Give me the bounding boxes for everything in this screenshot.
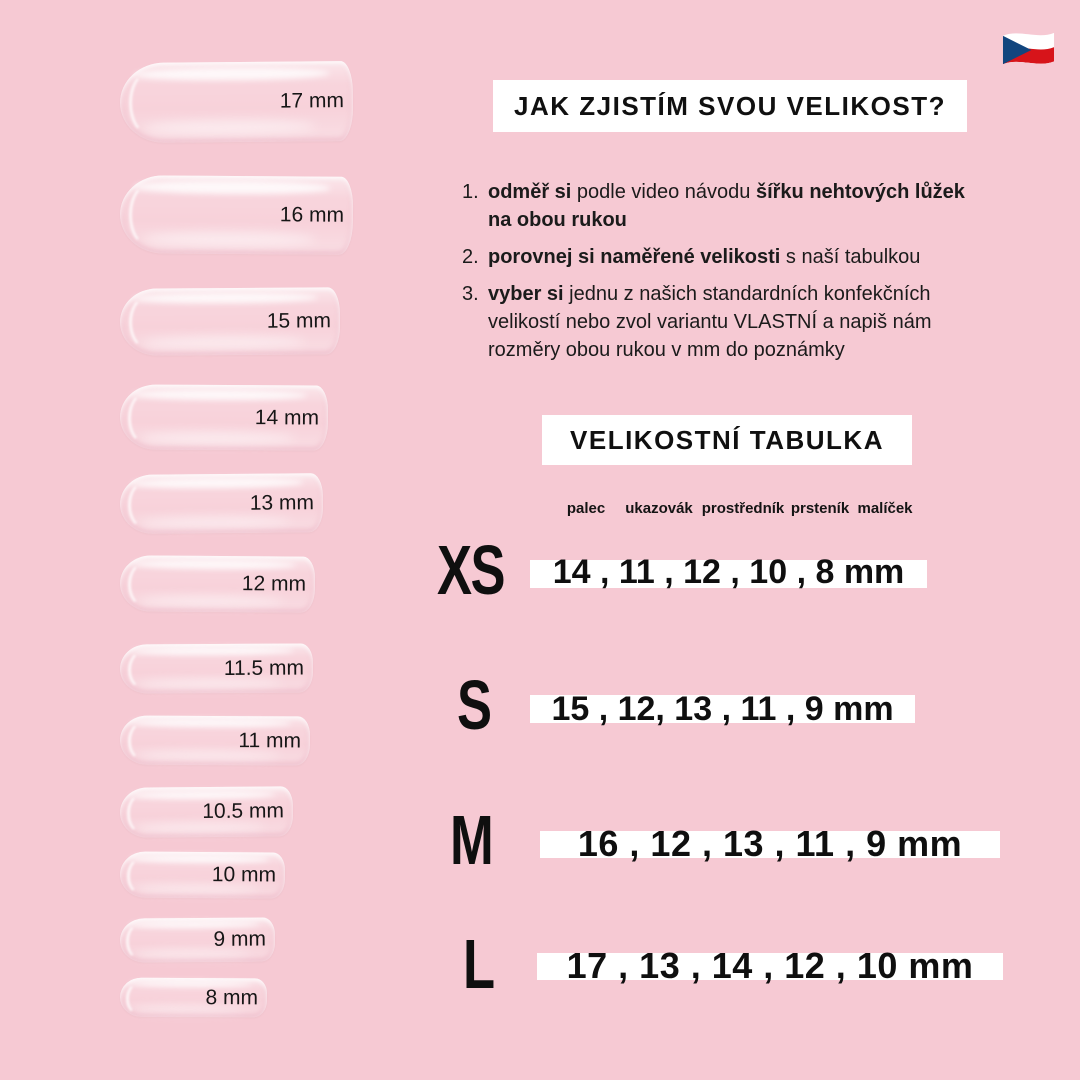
czech-flag-icon (1002, 32, 1055, 65)
nail-tip: 16 mm (119, 175, 354, 255)
how-to-title-band: JAK ZJISTÍM SVOU VELIKOST? (493, 80, 967, 132)
nail-edge-curve (127, 650, 160, 690)
nail-highlight (132, 292, 318, 305)
step-text-regular: podle video návodu (571, 181, 756, 203)
nail-edge-curve (126, 793, 157, 834)
how-to-step: 2. porovnej si naměřené velikosti s naší … (462, 243, 965, 271)
size-row-values: 17 , 13 , 14 , 12 , 10 mm (566, 945, 974, 986)
nail-size-label: 15 mm (266, 308, 332, 333)
step-text-bold: porovnej si naměřené velikosti (488, 246, 781, 268)
size-row-label: XS (437, 531, 506, 609)
nail-edge-curve (127, 481, 162, 529)
size-row-values: 15 , 12, 13 , 11 , 9 mm (551, 690, 894, 728)
nail-tip: 10.5 mm (119, 786, 294, 838)
size-table-title-band: VELIKOSTNÍ TABULKA (542, 415, 912, 465)
nail-tip: 12 mm (119, 555, 316, 613)
size-row-label: M (450, 801, 494, 879)
nail-size-label: 11 mm (238, 728, 302, 752)
nail-highlight (133, 66, 330, 82)
step-text: odměř si podle video návodu šířku nehtov… (488, 178, 965, 234)
nail-highlight (143, 118, 317, 135)
size-row-label: L (463, 925, 495, 1003)
size-row-values: 14 , 11 , 12 , 10 , 8 mm (552, 553, 905, 591)
nail-tip: 10 mm (119, 851, 286, 899)
nail-size-label: 11.5 mm (223, 656, 305, 680)
nail-highlight (132, 389, 308, 401)
nail-highlight (130, 789, 276, 800)
nail-edge-curve (127, 562, 161, 607)
step-text-regular: s naší tabulkou (780, 246, 921, 268)
nail-size-label: 16 mm (279, 203, 345, 227)
nail-highlight (131, 647, 294, 656)
nail-size-label: 9 mm (213, 927, 267, 951)
step-text-line: rozměry obou rukou v mm do poznámky (488, 336, 932, 364)
nail-edge-curve (129, 184, 168, 246)
nail-highlight (134, 180, 330, 195)
nail-size-label: 10.5 mm (202, 799, 285, 824)
nail-size-label: 8 mm (205, 985, 259, 1009)
nail-size-label: 14 mm (254, 405, 320, 429)
nail-size-label: 13 mm (249, 490, 315, 515)
nail-highlight (140, 431, 295, 444)
how-to-step: 1. odměř si podle video návodu šířku neht… (462, 178, 965, 234)
how-to-step: 3. vyber si jednu z našich standardních k… (462, 280, 965, 364)
step-number: 1. (462, 181, 479, 203)
step-number: 2. (462, 246, 479, 268)
nail-tip: 13 mm (119, 473, 324, 534)
step-text-line: velikostí nebo zvol variantu VLASTNÍ a n… (488, 308, 932, 336)
size-row-band (540, 831, 1000, 858)
nail-highlight (139, 595, 284, 607)
how-to-title: JAK ZJISTÍM SVOU VELIKOST? (514, 90, 946, 121)
nail-tip: 17 mm (119, 60, 354, 144)
finger-column-header: prsteník (790, 500, 850, 517)
step-text-line: vyber si jednu z našich standardních kon… (488, 280, 932, 308)
size-row-values: 16 , 12 , 13 , 11 , 9 mm (577, 823, 963, 864)
step-text-bold: na obou rukou (488, 209, 627, 231)
size-row-band (537, 953, 1003, 980)
size-row-band (530, 695, 915, 723)
finger-column-header: ukazovák (625, 500, 693, 517)
nail-highlight (143, 231, 316, 247)
finger-column-header: prostředník (701, 500, 785, 517)
nail-highlight (142, 335, 305, 349)
step-text: vyber si jednu z našich standardních kon… (488, 280, 932, 364)
nail-edge-curve (126, 923, 154, 960)
step-text-line: porovnej si naměřené velikosti s naší ta… (488, 243, 920, 271)
step-text-bold: odměř si (488, 181, 572, 203)
nail-size-label: 10 mm (211, 863, 277, 887)
nail-tip: 9 mm (119, 917, 276, 963)
nail-highlight (131, 559, 296, 570)
nail-tip: 11 mm (119, 715, 311, 766)
nail-tip: 14 mm (119, 384, 329, 451)
step-text-bold: vyber si (488, 283, 564, 305)
nail-tip: 8 mm (119, 977, 268, 1018)
nail-edge-curve (129, 72, 168, 135)
step-text-line: odměř si podle video návodu šířku nehtov… (488, 178, 965, 206)
size-row-band (530, 560, 927, 588)
size-row-label: S (457, 666, 492, 744)
step-text-line: na obou rukou (488, 206, 965, 234)
nail-highlight (139, 678, 283, 689)
nail-tip: 11.5 mm (119, 643, 314, 694)
step-text: porovnej si naměřené velikosti s naší ta… (488, 243, 920, 271)
nail-highlight (131, 477, 303, 489)
nail-size-label: 17 mm (279, 89, 345, 113)
step-number: 3. (462, 283, 479, 305)
finger-column-header: malíček (857, 500, 913, 517)
step-text-bold: šířku nehtových lůžek (755, 181, 965, 203)
finger-column-header: palec (566, 500, 606, 517)
step-text-regular: rozměry obou rukou v mm do poznámky (488, 339, 845, 361)
size-table-title: VELIKOSTNÍ TABULKA (570, 424, 884, 455)
nail-tip: 15 mm (119, 287, 341, 356)
step-text-regular: velikostí nebo zvol variantu VLASTNÍ a n… (488, 311, 932, 333)
nail-edge-curve (126, 856, 155, 895)
nail-highlight (131, 718, 292, 728)
nail-edge-curve (128, 296, 165, 349)
how-to-steps: 1. odměř si podle video návodu šířku neht… (462, 178, 965, 373)
nail-highlight (140, 515, 291, 528)
step-text-regular: jednu z našich standardních konfekčních (563, 283, 931, 305)
nail-size-label: 12 mm (241, 572, 307, 596)
